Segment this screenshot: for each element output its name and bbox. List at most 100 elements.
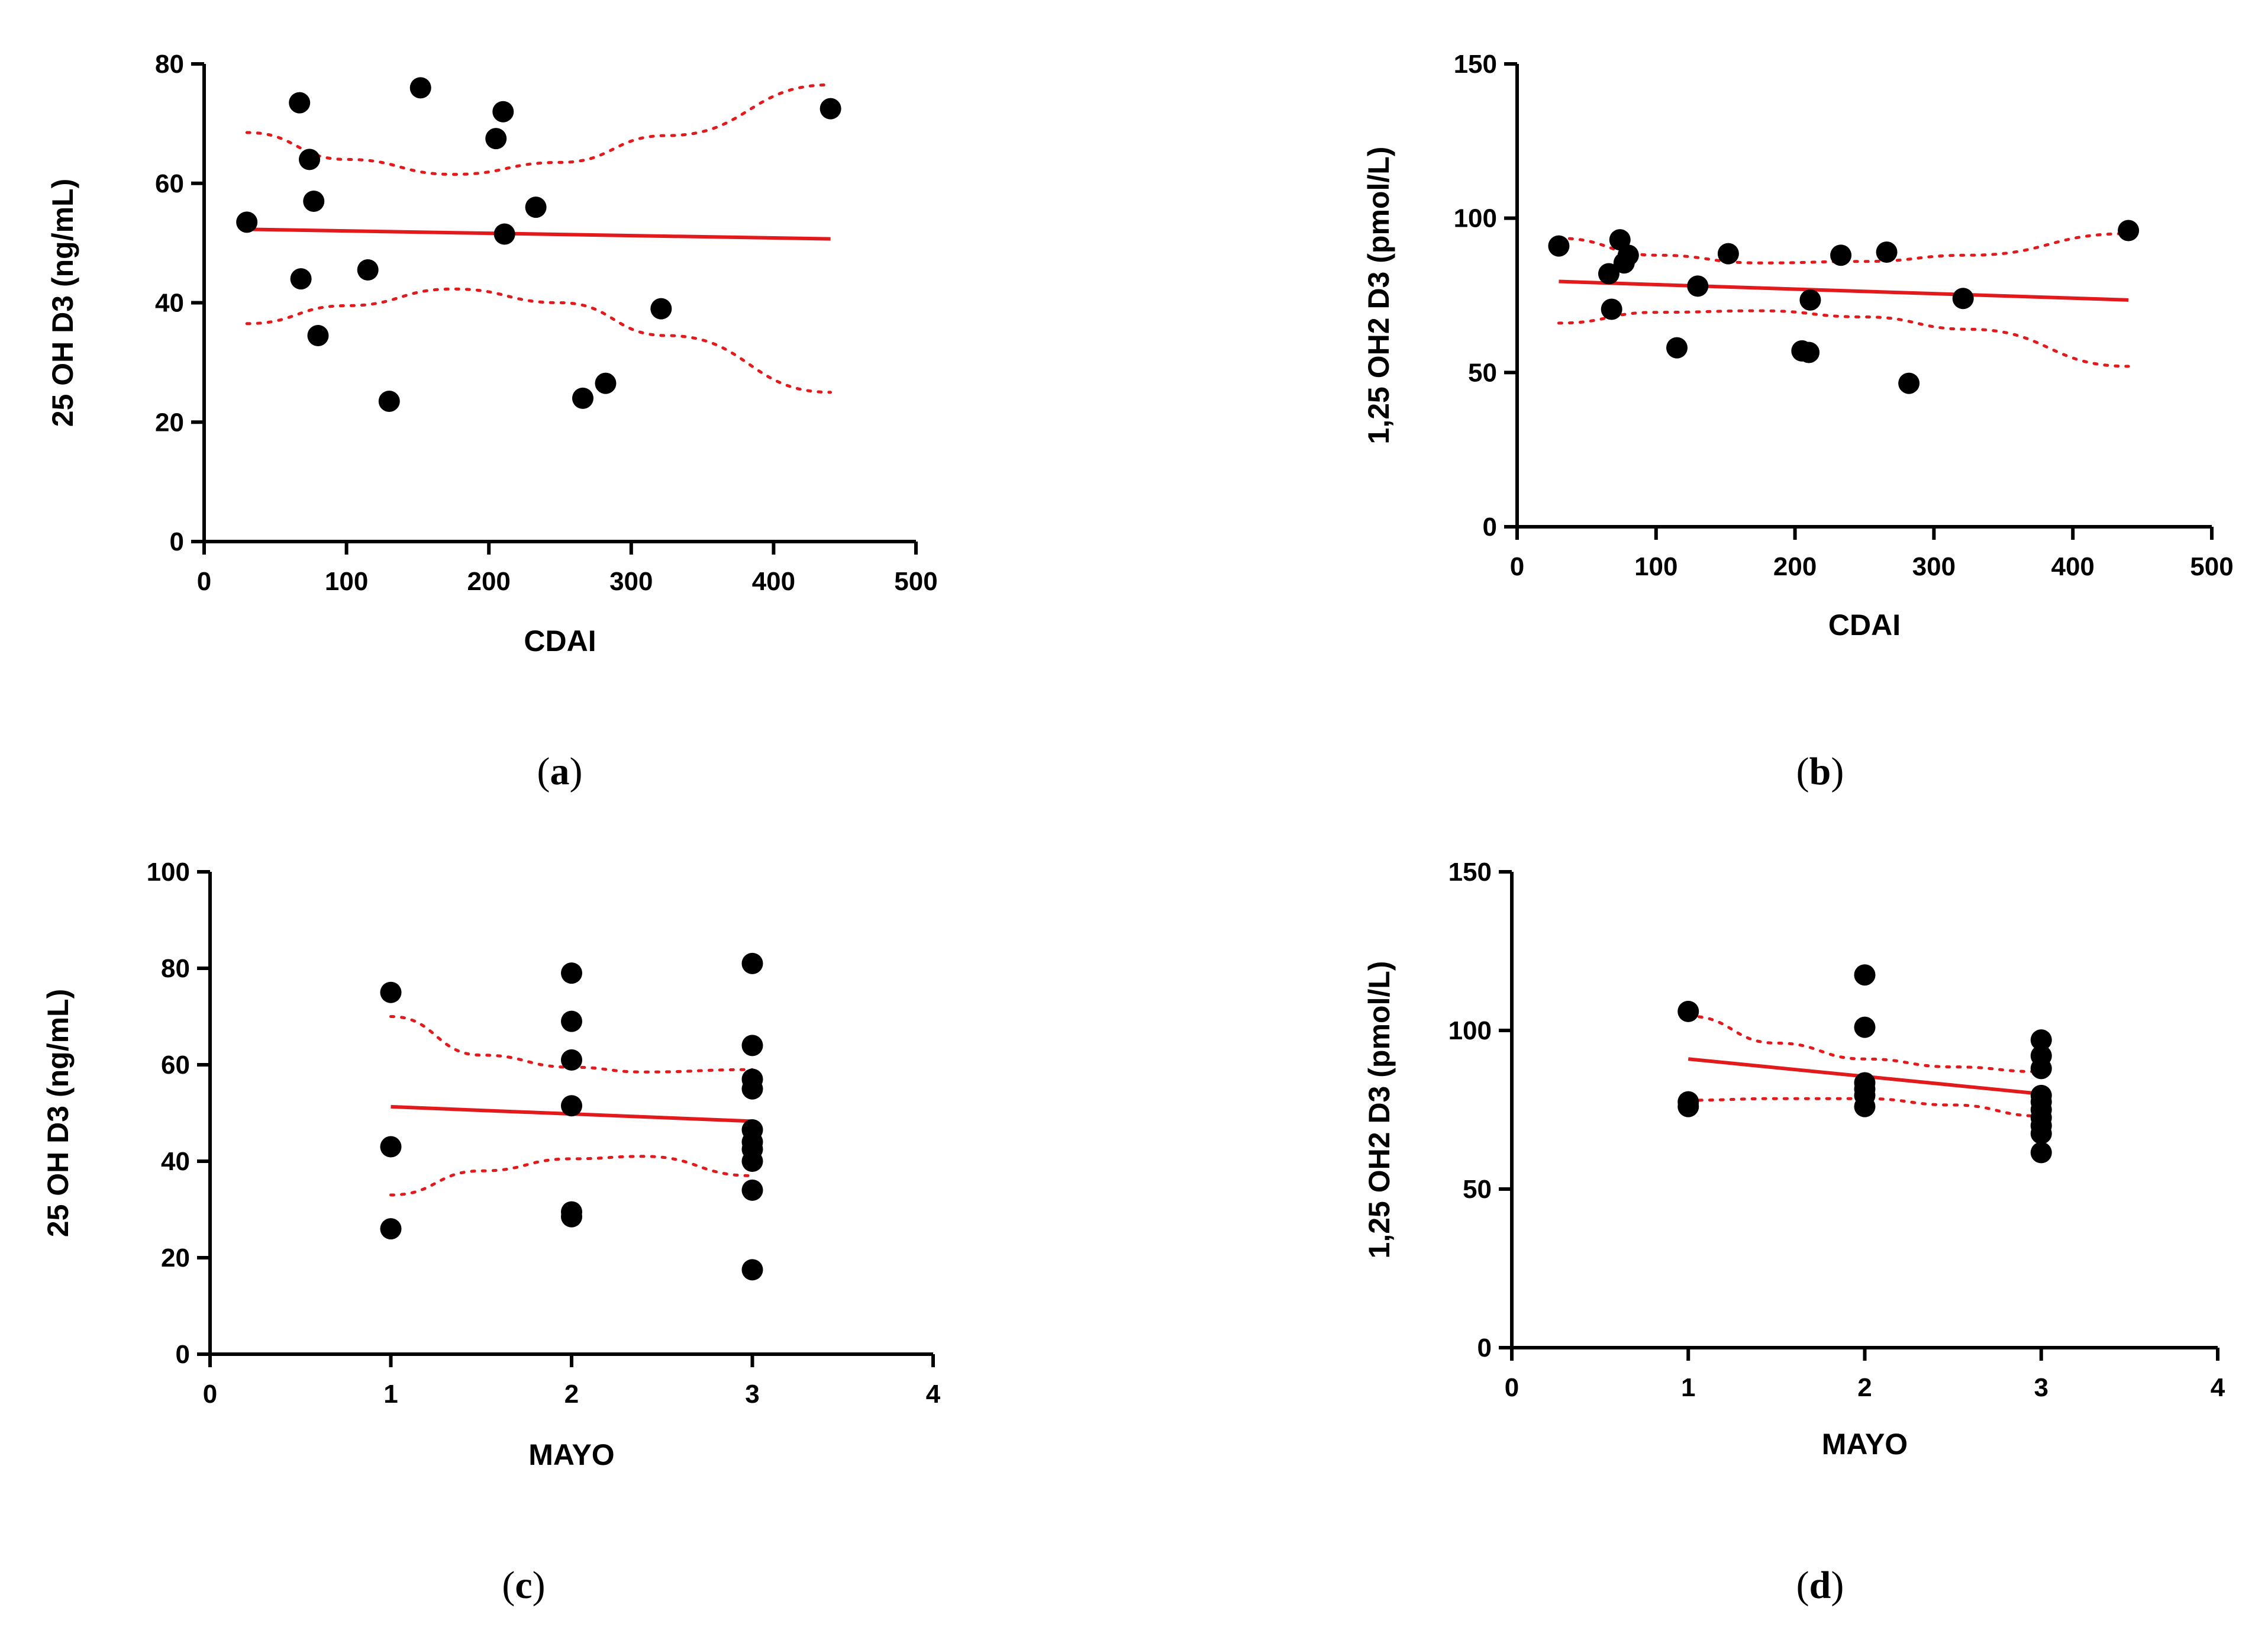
x-tick-label: 500 (2190, 552, 2233, 581)
y-axis-label: 1,25 OH2 D3 (pmol/L) (1363, 961, 1396, 1259)
y-tick-label: 20 (155, 408, 184, 437)
ci-lower-line (389, 1155, 754, 1197)
data-point (2030, 1142, 2052, 1164)
y-axis-label: 25 OH D3 (ng/mL) (46, 179, 79, 427)
data-point (409, 77, 431, 99)
chart-panel-c: 0 20 40 60 80 100 0 1 2 3 4 MAYO 25 OH D3 (ng/mL) (c) (41, 858, 941, 1607)
y-axis-label: 1,25 OH2 D3 (pmol/L) (1362, 147, 1395, 444)
data-point (1666, 337, 1688, 359)
panel-label-open-paren: ( (537, 750, 550, 793)
x-tick-label: 0 (203, 1380, 217, 1409)
data-point (357, 259, 379, 281)
x-tick-label: 3 (745, 1380, 759, 1409)
panel-label-close-paren: ) (1831, 750, 1844, 793)
y-tick-label: 100 (1454, 204, 1497, 233)
panel-label-letter: d (1809, 1564, 1831, 1607)
ci-lower-line (1557, 309, 2130, 368)
data-point (485, 128, 507, 150)
ci-lower-line (245, 287, 833, 394)
data-point (303, 191, 325, 212)
y-tick-label: 50 (1463, 1175, 1492, 1204)
data-point (1687, 275, 1709, 297)
data-point (561, 1095, 582, 1117)
data-point (572, 387, 593, 409)
x-tick-label: 300 (609, 567, 653, 596)
data-point (1617, 244, 1639, 266)
panel-label: (c) (502, 1564, 545, 1607)
panel-label-open-paren: ( (502, 1564, 515, 1607)
data-point (1548, 235, 1570, 257)
data-point (380, 1136, 402, 1158)
panel-label-letter: a (550, 750, 570, 793)
x-tick-label: 0 (1505, 1373, 1519, 1402)
x-axis-label: CDAI (524, 624, 596, 658)
data-point (561, 1049, 582, 1071)
data-point (561, 1010, 582, 1032)
x-tick-label: 2 (1857, 1373, 1872, 1402)
data-point (1601, 298, 1622, 320)
data-point (741, 1179, 763, 1201)
data-point (2118, 220, 2140, 241)
y-tick-label: 0 (176, 1340, 190, 1369)
data-point (1854, 1096, 1876, 1117)
y-tick-label: 0 (1477, 1333, 1492, 1362)
data-point (299, 149, 321, 170)
data-point (289, 92, 311, 114)
y-tick-label: 150 (1454, 50, 1497, 79)
x-tick-label: 2 (564, 1380, 579, 1409)
data-point (1898, 372, 1920, 394)
y-tick-label: 100 (147, 858, 190, 887)
data-point (741, 1078, 763, 1100)
y-tick-label: 50 (1468, 358, 1497, 387)
data-point (595, 372, 617, 394)
ci-upper-line (245, 83, 833, 176)
x-tick-label: 200 (1773, 552, 1817, 581)
regression-line (247, 227, 831, 241)
chart-panel-a: 0 20 40 60 80 0 100 200 300 400 500 CDAI 25 OH D3 (n… (46, 50, 938, 793)
panel-label-letter: c (515, 1564, 532, 1607)
x-tick-label: 1 (383, 1380, 398, 1409)
data-point (820, 98, 841, 120)
y-tick-label: 150 (1448, 858, 1492, 887)
x-tick-label: 4 (2211, 1373, 2225, 1402)
y-tick-label: 0 (170, 527, 184, 556)
data-point (1830, 244, 1852, 266)
data-point (1677, 1000, 1699, 1022)
data-point (1952, 288, 1974, 310)
data-point (1876, 241, 1898, 263)
x-tick-label: 0 (197, 567, 211, 596)
y-tick-label: 0 (1483, 513, 1497, 542)
x-tick-label: 100 (1634, 552, 1677, 581)
data-point (525, 196, 547, 218)
data-point (2030, 1058, 2052, 1080)
ci-upper-line (389, 1015, 754, 1074)
x-tick-label: 500 (894, 567, 937, 596)
y-tick-label: 80 (155, 50, 184, 79)
ci-lower-line (1686, 1097, 2043, 1118)
data-point (380, 981, 402, 1003)
regression-line (1559, 279, 2129, 302)
x-tick-label: 4 (926, 1380, 941, 1409)
data-point (741, 1151, 763, 1172)
panel-label-open-paren: ( (1796, 1564, 1809, 1607)
y-tick-label: 60 (155, 169, 184, 198)
data-point (1677, 1096, 1699, 1117)
data-point (1854, 1016, 1876, 1038)
y-axis-label: 25 OH D3 (ng/mL) (41, 989, 75, 1237)
panel-label-letter: b (1809, 750, 1831, 793)
panel-label-close-paren: ) (1831, 1564, 1844, 1607)
y-tick-label: 60 (161, 1051, 190, 1080)
y-tick-label: 40 (155, 289, 184, 318)
x-tick-label: 400 (752, 567, 795, 596)
x-tick-label: 3 (2034, 1373, 2048, 1402)
panel-label-close-paren: ) (570, 750, 583, 793)
y-tick-label: 40 (161, 1147, 190, 1176)
x-axis-label: CDAI (1828, 608, 1901, 642)
data-point (741, 1035, 763, 1056)
x-axis-label: MAYO (528, 1438, 614, 1471)
y-tick-label: 20 (161, 1244, 190, 1273)
data-point (1798, 342, 1820, 363)
x-tick-label: 400 (2051, 552, 2094, 581)
panel-label-close-paren: ) (533, 1564, 546, 1607)
